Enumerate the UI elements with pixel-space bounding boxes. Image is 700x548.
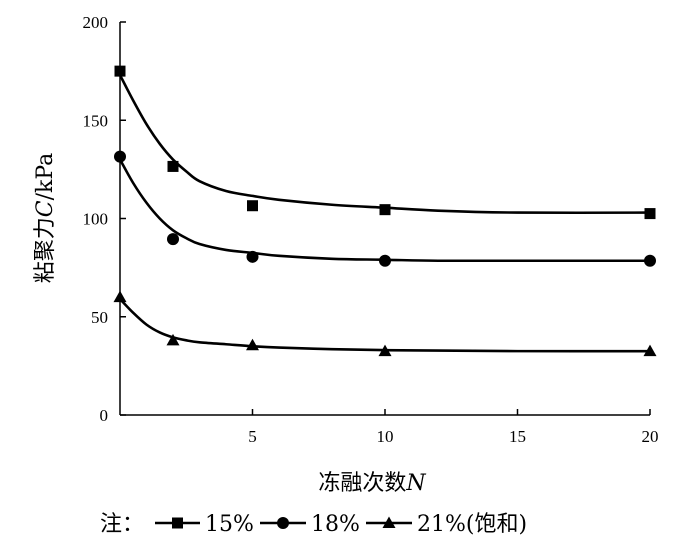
- fit-curve-3: [119, 298, 651, 353]
- data-point-circle: [114, 150, 126, 163]
- y-axis-label: 粘聚力: [33, 217, 58, 283]
- data-point-square: [644, 208, 656, 220]
- data-point-square: [247, 200, 258, 212]
- data-point-circle: [644, 254, 656, 267]
- x-tick-label: 15: [509, 427, 526, 446]
- legend: 注： 15% 18% 21%(饱和): [100, 512, 527, 537]
- data-point-square: [114, 65, 126, 77]
- fit-curve-1: [118, 74, 651, 215]
- x-tick-label: 5: [248, 427, 257, 446]
- y-tick-label: 50: [91, 308, 108, 327]
- data-point-triangle: [246, 338, 259, 351]
- data-point-circle: [167, 233, 179, 246]
- legend-label: 15%: [205, 512, 254, 537]
- data-point-circle: [379, 254, 391, 267]
- y-ticks: 0 50 100 150 200: [83, 13, 126, 425]
- legend-prefix: 注：: [100, 512, 144, 537]
- legend-label: 21%(饱和): [417, 512, 527, 537]
- y-tick-label: 100: [83, 210, 109, 229]
- legend-marker-triangle: [382, 516, 396, 528]
- fit-curve-2: [118, 158, 650, 263]
- x-ticks: 5 10 15 20: [248, 409, 659, 446]
- legend-marker-square: [172, 517, 183, 529]
- y-axis-unit: /kPa: [33, 153, 58, 201]
- data-point-triangle: [378, 344, 392, 357]
- legend-label: 18%: [311, 512, 360, 537]
- x-tick-label: 10: [377, 427, 394, 446]
- x-axis-variable: N: [405, 471, 426, 496]
- x-axis-label: 冻融次数: [318, 471, 406, 496]
- y-tick-label: 150: [83, 111, 109, 130]
- y-axis-variable: C: [33, 200, 58, 217]
- x-tick-label: 20: [642, 427, 659, 446]
- data-markers: [113, 65, 657, 357]
- data-point-square: [379, 204, 391, 216]
- y-axis-title: 粘聚力C/kPa: [33, 153, 58, 284]
- data-point-circle: [246, 250, 259, 263]
- x-axis-title: 冻融次数N: [318, 471, 426, 496]
- legend-marker-circle: [277, 517, 289, 529]
- fit-curves: [118, 74, 651, 353]
- data-point-triangle: [166, 333, 180, 346]
- data-point-triangle: [113, 290, 127, 303]
- data-point-triangle: [643, 344, 657, 357]
- y-tick-label: 0: [100, 406, 109, 425]
- y-tick-label: 200: [83, 13, 109, 32]
- data-point-square: [167, 160, 179, 172]
